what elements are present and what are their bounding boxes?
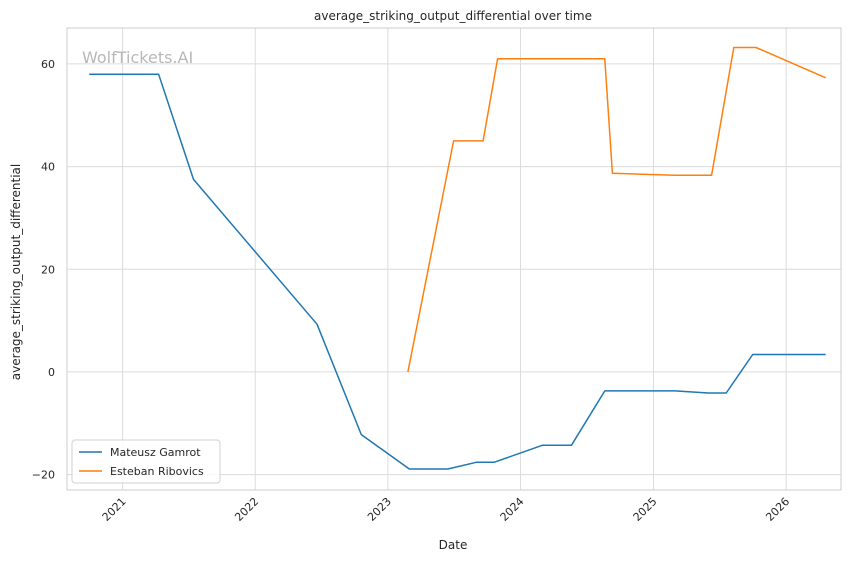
plot-area-frame bbox=[66, 27, 842, 491]
legend-box bbox=[71, 439, 221, 484]
x-tick-label: 2026 bbox=[763, 495, 792, 524]
watermark: WolfTickets.AI bbox=[82, 48, 194, 67]
chart-title: average_striking_output_differential ove… bbox=[314, 9, 592, 23]
legend: Mateusz Gamrot Esteban Ribovics bbox=[71, 439, 221, 484]
y-tick-label: −20 bbox=[32, 469, 55, 482]
x-tick-label: 2025 bbox=[631, 495, 660, 524]
x-tick-label: 2023 bbox=[365, 495, 394, 524]
x-axis-label: Date bbox=[439, 538, 468, 552]
x-tick-label: 2024 bbox=[498, 495, 527, 524]
legend-label: Mateusz Gamrot bbox=[110, 446, 201, 459]
y-axis-label: average_striking_output_differential bbox=[9, 164, 23, 380]
x-tick-labels: 2021 2022 2023 2024 2025 2026 bbox=[100, 495, 793, 524]
x-tick-label: 2021 bbox=[100, 495, 129, 524]
x-tick-label: 2022 bbox=[232, 495, 261, 524]
legend-label: Esteban Ribovics bbox=[110, 465, 204, 478]
y-tick-label: 0 bbox=[48, 366, 55, 379]
series-line-esteban-ribovics bbox=[407, 46, 826, 373]
series-line-mateusz-gamrot bbox=[89, 73, 826, 470]
y-tick-label: 40 bbox=[41, 161, 55, 174]
y-tick-labels: −20 0 20 40 60 bbox=[32, 58, 55, 482]
y-tick-label: 20 bbox=[41, 263, 55, 276]
series-lines bbox=[89, 46, 826, 470]
y-tick-label: 60 bbox=[41, 58, 55, 71]
